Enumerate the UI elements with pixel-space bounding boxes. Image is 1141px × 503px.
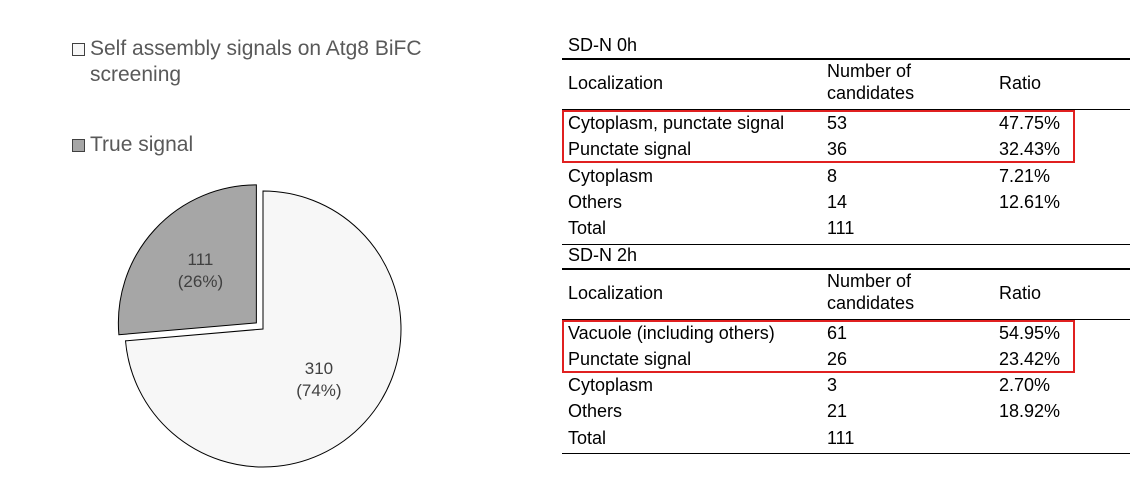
table-cell: Punctate signal (568, 348, 692, 369)
table-cell: 21 (827, 401, 848, 422)
table-cell: Cytoplasm (568, 165, 654, 186)
column-header: Ratio (999, 73, 1042, 93)
table-cell: 47.75% (999, 113, 1061, 133)
table-rule (562, 453, 1130, 454)
slice-value: 111 (188, 250, 214, 269)
table-cell: 111 (827, 427, 855, 448)
table-cell: 32.43% (999, 139, 1061, 160)
table-cell: 111 (827, 218, 855, 239)
table-title: SD-N 2h (568, 244, 638, 265)
pie-chart: 310 (74%) 111 (26%) (117, 184, 402, 468)
legend-item: True signal (72, 132, 510, 158)
table-cell: 18.92% (999, 401, 1061, 422)
table-rule (562, 267, 1130, 270)
table-cell: 12.61% (999, 191, 1061, 212)
table-title: SD-N 0h (568, 35, 638, 55)
table-cell: 61 (827, 322, 848, 343)
table-cell: Vacuole (including others) (568, 322, 775, 343)
table-cell: 8 (827, 165, 838, 186)
table-cell: 54.95% (999, 322, 1061, 343)
table-rule (562, 243, 1130, 245)
table-cell: Punctate signal (568, 139, 692, 160)
table-cell: 3 (827, 375, 838, 396)
table-cell: 23.42% (999, 348, 1061, 369)
table-cell: 26 (827, 348, 848, 369)
slice-value: 310 (305, 359, 333, 378)
legend-swatch (72, 43, 85, 56)
table-rule (562, 58, 1130, 60)
column-header: Ratio (999, 282, 1042, 303)
table-cell: Others (568, 401, 623, 422)
column-header: Number of candidates (827, 270, 915, 313)
slice-percent: (74%) (296, 381, 341, 400)
table-cell: Cytoplasm, punctate signal (568, 113, 785, 133)
pie-slice (124, 190, 402, 468)
pie-slice (117, 184, 257, 336)
table-cell: 7.21% (999, 165, 1051, 186)
table-rule (562, 109, 1130, 110)
table-cell: Cytoplasm (568, 375, 654, 396)
highlight-box (562, 110, 1075, 163)
table-cell: 36 (827, 139, 848, 160)
legend-label: Self assembly signals on Atg8 BiFC scree… (90, 37, 422, 86)
table-cell: 14 (827, 191, 848, 212)
column-header: Localization (568, 282, 664, 303)
table-cell: 2.70% (999, 375, 1051, 396)
table-cell: 53 (827, 113, 848, 133)
highlight-box (562, 319, 1075, 373)
legend-swatch (72, 139, 85, 152)
table-cell: Total (568, 427, 607, 448)
slice-percent: (26%) (178, 272, 223, 291)
legend-label: True signal (90, 133, 194, 156)
column-header: Localization (568, 73, 664, 93)
table-cell: Total (568, 218, 607, 239)
legend-item: Self assembly signals on Atg8 BiFC scree… (72, 36, 510, 88)
table-rule (562, 318, 1130, 320)
column-header: Number of candidates (827, 61, 915, 103)
table-cell: Others (568, 191, 623, 212)
